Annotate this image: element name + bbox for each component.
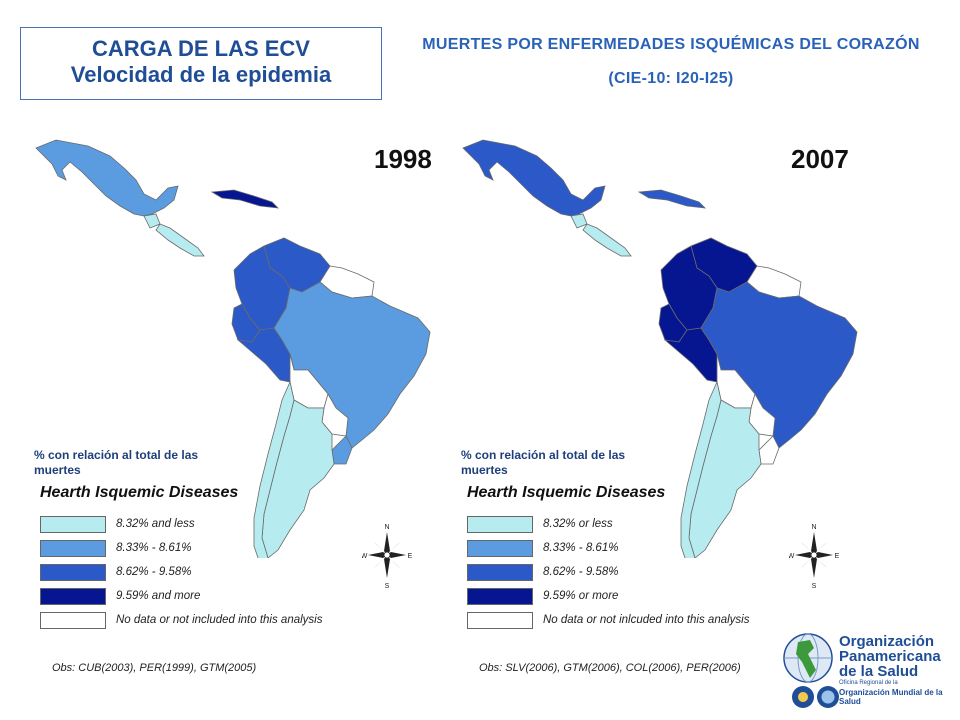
legend-label: No data or not included into this analys… [116, 614, 323, 626]
legend-item: 8.32% or less [467, 512, 749, 536]
compass-label-s: S [812, 583, 817, 590]
legend-label: 8.32% or less [543, 518, 613, 530]
slide-header: MUERTES POR ENFERMEDADES ISQUÉMICAS DEL … [398, 36, 944, 88]
country-mexico [462, 139, 606, 217]
paho-globe-icon [783, 633, 833, 683]
legend-item: No data or not included into this analys… [40, 608, 322, 632]
observation-note: Obs: SLV(2006), GTM(2006), COL(2006), PE… [479, 662, 741, 674]
compass-label-e: E [408, 553, 412, 560]
country-central [582, 223, 632, 257]
header-line-1: MUERTES POR ENFERMEDADES ISQUÉMICAS DEL … [422, 36, 920, 53]
legend-swatch [467, 611, 533, 629]
legend-swatch [467, 587, 533, 605]
legend-label: 9.59% or more [543, 590, 619, 602]
country-central [155, 223, 205, 257]
legend-swatch [40, 515, 106, 533]
legend-swatch [40, 563, 106, 581]
legend-item: 8.33% - 8.61% [467, 536, 749, 560]
legend-swatch [467, 515, 533, 533]
compass-label-w: W [362, 553, 368, 560]
compass-label-n: N [384, 524, 389, 531]
compass-label-s: S [385, 583, 390, 590]
paho-seal-icon [792, 686, 814, 708]
percent-note: % con relación al total de las muertes [461, 448, 626, 477]
country-chile [680, 380, 722, 558]
who-seal-icon [817, 686, 839, 708]
map-panel-1998: 1998 % con relación al total de las muert… [28, 118, 468, 688]
compass-label-w: W [789, 553, 795, 560]
compass-rose-icon: N S W E [362, 524, 412, 590]
legend-item: No data or not inlcuded into this analys… [467, 608, 749, 632]
legend-swatch [40, 587, 106, 605]
map-legend: 8.32% or less 8.33% - 8.61% 8.62% - 9.58% 9… [467, 512, 749, 632]
paho-sub: Oficina Regional de la [839, 680, 898, 686]
country-uruguay [758, 435, 780, 465]
legend-title: Hearth Isquemic Diseases [40, 484, 239, 501]
legend-item: 9.59% and more [40, 584, 322, 608]
percent-note: % con relación al total de las muertes [34, 448, 199, 477]
country-mexico [35, 139, 179, 217]
country-cuba [210, 189, 280, 209]
slide-title: CARGA DE LAS ECV [92, 36, 310, 61]
legend-label: 8.32% and less [116, 518, 195, 530]
header-line-2: (CIE-10: I20-I25) [608, 70, 734, 87]
choropleth-map-1998 [35, 139, 431, 558]
legend-label: 9.59% and more [116, 590, 201, 602]
observation-note: Obs: CUB(2003), PER(1999), GTM(2005) [52, 662, 257, 674]
legend-swatch [467, 539, 533, 557]
legend-label: 8.62% - 9.58% [116, 566, 192, 578]
map-year-label: 1998 [374, 144, 432, 174]
compass-label-e: E [835, 553, 839, 560]
legend-title: Hearth Isquemic Diseases [467, 484, 666, 501]
slide-title-box: CARGA DE LAS ECV Velocidad de la epidemi… [20, 27, 382, 100]
country-chile [253, 380, 295, 558]
legend-swatch [40, 611, 106, 629]
legend-item: 8.62% - 9.58% [40, 560, 322, 584]
legend-swatch [40, 539, 106, 557]
legend-label: No data or not inlcuded into this analys… [543, 614, 750, 626]
country-cuba [637, 189, 707, 209]
legend-swatch [467, 563, 533, 581]
legend-label: 8.33% - 8.61% [543, 542, 619, 554]
compass-label-n: N [811, 524, 816, 531]
map-year-label: 2007 [791, 144, 849, 174]
legend-item: 8.33% - 8.61% [40, 536, 322, 560]
map-panel-2007: 2007 % con relación al total de las muert… [455, 118, 895, 688]
country-uruguay [331, 435, 353, 465]
legend-label: 8.62% - 9.58% [543, 566, 619, 578]
legend-item: 8.62% - 9.58% [467, 560, 749, 584]
choropleth-map-2007 [462, 139, 858, 558]
slide-subtitle: Velocidad de la epidemia [70, 62, 332, 87]
country-guatemala [570, 213, 588, 229]
compass-rose-icon: N S W E [789, 524, 839, 590]
legend-item: 8.32% and less [40, 512, 322, 536]
legend-label: 8.33% - 8.61% [116, 542, 192, 554]
legend-item: 9.59% or more [467, 584, 749, 608]
map-legend: 8.32% and less 8.33% - 8.61% 8.62% - 9.58%… [40, 512, 322, 632]
who-name: Organización Mundial de la Salud [839, 688, 943, 706]
paho-logo: Organización Panamericana de la Salud Of… [782, 632, 958, 712]
paho-name: Organización Panamericana de la Salud [839, 633, 941, 680]
country-guatemala [143, 213, 161, 229]
